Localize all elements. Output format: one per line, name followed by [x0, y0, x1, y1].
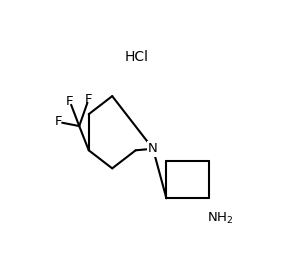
Text: N: N — [148, 142, 158, 155]
Text: F: F — [85, 93, 92, 106]
Text: HCl: HCl — [125, 50, 149, 64]
Text: F: F — [66, 95, 74, 108]
Text: F: F — [54, 116, 62, 128]
Text: NH$_2$: NH$_2$ — [207, 211, 234, 226]
